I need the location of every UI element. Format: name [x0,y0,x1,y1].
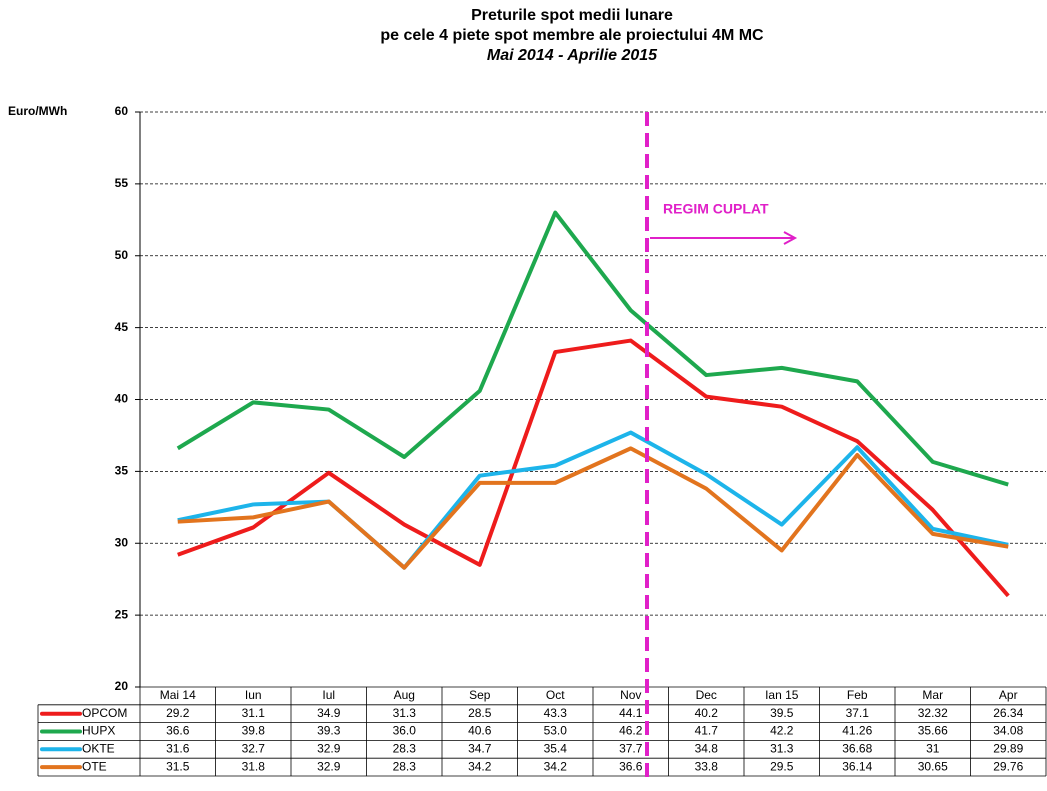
table-value: 40.2 [695,706,719,720]
plot-area: 20 25 30 35 40 45 50 55 60 Mai 14 Iun Iul Aug Sep Oct N… [37,104,1047,777]
legend-label: HUPX [82,724,115,738]
table-value: 39.5 [770,706,794,720]
table-value: 53.0 [544,724,568,738]
table-value: 32.9 [317,759,341,773]
table-value: 41.7 [695,724,719,738]
y-tick-label: 55 [115,176,129,190]
table-value: 41.26 [842,724,872,738]
annotation: REGIM CUPLAT [663,201,769,217]
legend-label: OTE [82,759,107,773]
x-tick-label: Mar [922,688,943,702]
y-tick-label: 45 [115,320,129,334]
chart-subtitle: Mai 2014 - Aprilie 2015 [487,47,658,64]
table-value: 28.3 [393,741,417,755]
table-value: 29.5 [770,759,794,773]
x-tick-label: Iun [245,688,262,702]
table-value: 34.9 [317,706,341,720]
table-value: 43.3 [544,706,568,720]
table-value: 46.2 [619,724,643,738]
table-value: 34.08 [993,724,1023,738]
table-value: 36.68 [842,741,872,755]
series-line [176,210,1009,487]
table-value: 32.9 [317,741,341,755]
y-axis-label: Euro/MWh [8,104,67,118]
series-line [177,446,1009,570]
x-tick-label: Mai 14 [160,688,196,702]
x-tick-label: Ian 15 [765,688,799,702]
table-value: 31.5 [166,759,190,773]
table-value: 31.6 [166,741,190,755]
table-value: 32.7 [242,741,266,755]
x-tick-label: Oct [546,688,565,702]
table-value: 34.8 [695,741,719,755]
table-value: 36.6 [166,724,190,738]
table-value: 42.2 [770,724,794,738]
table-value: 28.5 [468,706,492,720]
table-value: 31.1 [242,706,266,720]
chart-title: pe cele 4 piete spot membre ale proiectu… [380,27,764,44]
table-value: 32.32 [918,706,948,720]
table-value: 30.65 [918,759,948,773]
annotation-arrow-head [783,231,798,245]
table-value: 26.34 [993,706,1023,720]
table-value: 29.76 [993,759,1023,773]
table-value: 28.3 [393,759,417,773]
table-value: 36.0 [393,724,417,738]
table-value: 36.14 [842,759,872,773]
x-tick-label: Aug [394,688,415,702]
table-value: 35.66 [918,724,948,738]
table-value: 33.8 [695,759,719,773]
y-tick-label: 50 [115,248,129,262]
y-tick-label: 40 [115,392,129,406]
table-value: 34.7 [468,741,492,755]
table-value: 39.3 [317,724,341,738]
x-tick-label: Sep [469,688,491,702]
x-tick-label: Nov [620,688,641,702]
series-line [177,338,1010,598]
y-tick-label: 25 [115,607,129,621]
x-tick-label: Iul [322,688,335,702]
table-value: 29.89 [993,741,1023,755]
table-value: 39.8 [242,724,266,738]
table-value: 31.8 [242,759,266,773]
chart-title: Preturile spot medii lunare [471,7,673,24]
table-value: 31.3 [770,741,794,755]
x-tick-label: Dec [696,688,717,702]
table-value: 31.3 [393,706,417,720]
x-tick-label: Apr [999,688,1018,702]
y-tick-label: 60 [115,104,129,118]
table-value: 31 [926,741,940,755]
table-value: 34.2 [544,759,568,773]
table-value: 37.1 [846,706,870,720]
y-tick-label: 30 [115,535,129,549]
y-tick-label: 35 [115,464,129,478]
x-tick-label: Feb [847,688,868,702]
table-value: 40.6 [468,724,492,738]
table-value: 35.4 [544,741,568,755]
table-value: 29.2 [166,706,190,720]
table-value: 37.7 [619,741,643,755]
series-line [177,430,1009,570]
table-value: 44.1 [619,706,643,720]
table-value: 34.2 [468,759,492,773]
legend-label: OPCOM [82,706,127,720]
legend-label: OKTE [82,741,115,755]
table-value: 36.6 [619,759,643,773]
y-tick-label: 20 [115,679,129,693]
